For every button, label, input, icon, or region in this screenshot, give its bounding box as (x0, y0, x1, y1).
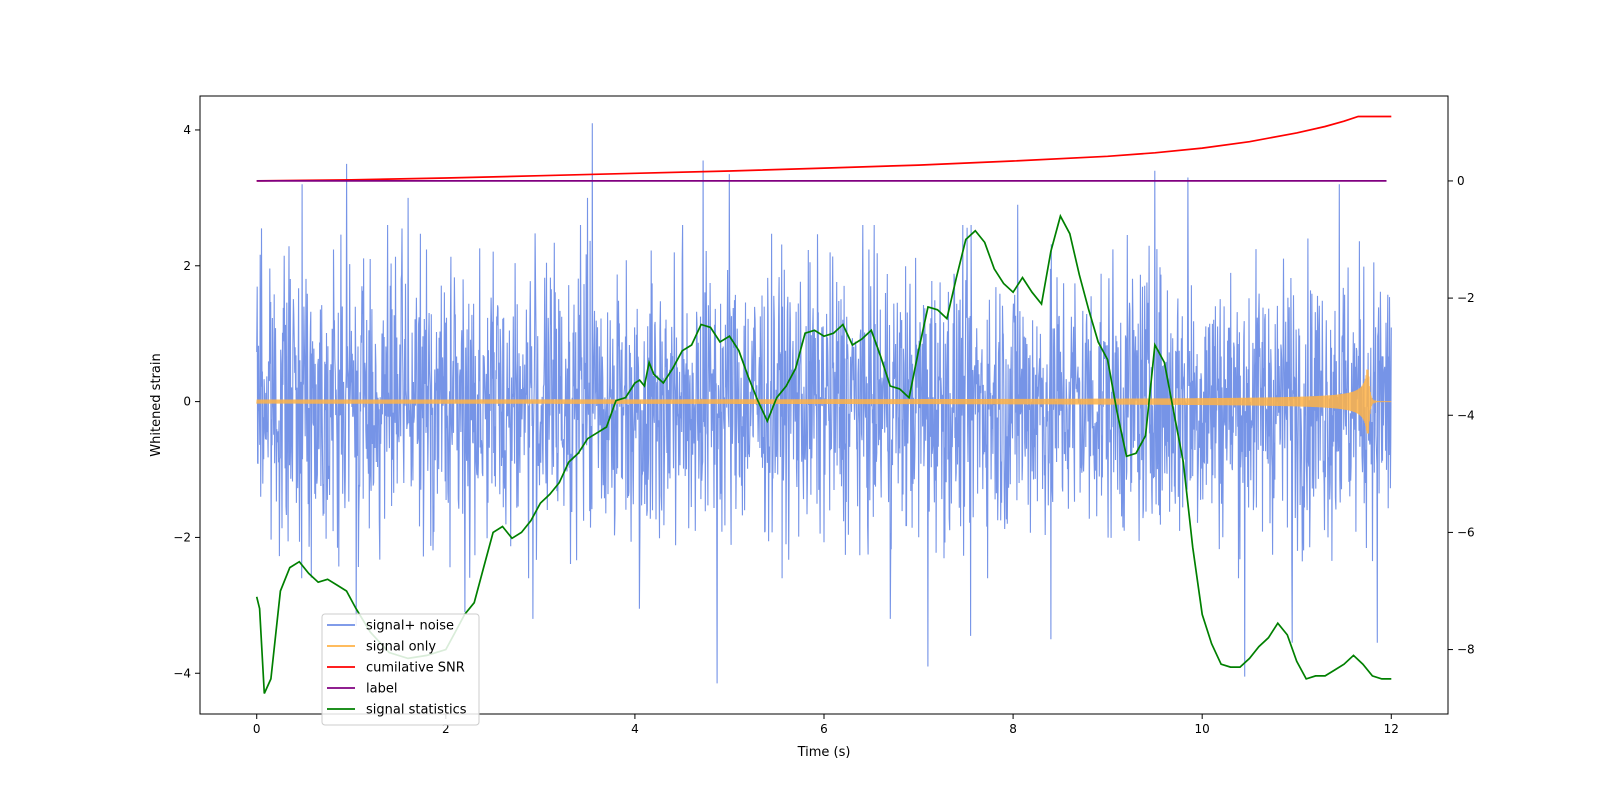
x-tick-label: 8 (1009, 722, 1017, 736)
series-cumilative-snr (256, 115, 1392, 182)
legend-label-signal-noise: signal+ noise (366, 619, 454, 634)
y-right-tick-label: −4 (1457, 408, 1475, 422)
x-tick-label: 10 (1195, 722, 1210, 736)
series-signal-noise (256, 123, 1392, 684)
y-right-tick-label: −6 (1457, 525, 1475, 539)
y-right-tick-label: −2 (1457, 291, 1475, 305)
x-tick-label: 4 (631, 722, 639, 736)
series-signal-statistics (255, 213, 1392, 694)
y-axis-left: −4 −2 0 2 4 (173, 123, 200, 680)
y-tick-label: 4 (183, 123, 191, 137)
y-tick-label: 2 (183, 259, 191, 273)
x-tick-label: 6 (820, 722, 828, 736)
legend-label-cumilative-snr: cumilative SNR (366, 661, 465, 676)
x-axis: 0 2 4 6 8 10 12 (253, 714, 1399, 736)
series-signal-only (256, 369, 1392, 434)
legend-label-signal-only: signal only (366, 640, 436, 655)
y-tick-label: 0 (183, 395, 191, 409)
series-layer (255, 115, 1392, 694)
legend-label-signal-statistics: signal statistics (366, 703, 467, 718)
legend: signal+ noise signal only cumilative SNR la… (321, 613, 480, 726)
y-axis-label: Whitened strain (149, 353, 164, 456)
y-tick-label: −2 (173, 530, 191, 544)
y-right-tick-label: −8 (1457, 643, 1475, 657)
x-axis-label: Time (s) (797, 745, 851, 760)
legend-box (321, 613, 480, 726)
x-tick-label: 2 (442, 722, 450, 736)
x-tick-label: 0 (253, 722, 261, 736)
y-right-tick-label: 0 (1457, 174, 1465, 188)
legend-label-label: label (366, 682, 397, 697)
y-axis-right: −8 −6 −4 −2 0 (1448, 174, 1475, 657)
x-tick-label: 12 (1384, 722, 1399, 736)
y-tick-label: −4 (173, 666, 191, 680)
